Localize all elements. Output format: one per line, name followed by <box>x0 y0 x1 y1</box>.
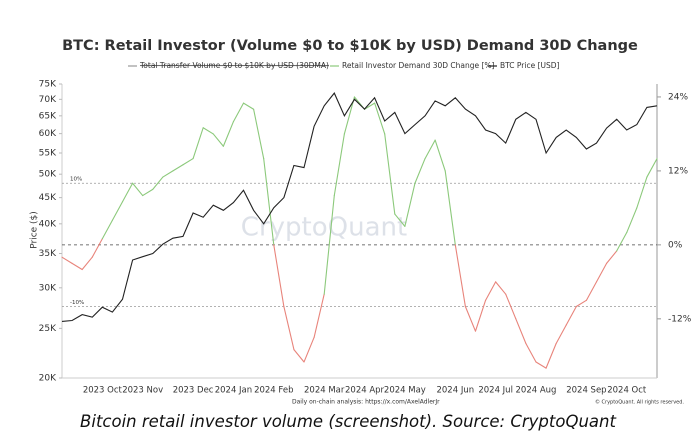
line-segment <box>565 305 577 326</box>
y-tick-label: 65K <box>39 111 57 121</box>
line-segment <box>91 238 103 258</box>
line-segment <box>535 361 547 369</box>
line-segment <box>525 342 537 363</box>
line-segment <box>313 293 325 338</box>
line-segment <box>474 299 487 332</box>
y-axis-label: Price ($) <box>30 211 40 249</box>
y2-tick-label: -12% <box>668 314 692 324</box>
footer-right: © CryptoQuant. All rights reserved. <box>595 399 684 406</box>
x-tick-label: 2024 Oct <box>607 386 647 396</box>
line-segment <box>111 201 124 221</box>
line-segment <box>434 139 446 172</box>
y-tick-label: 25K <box>39 324 57 334</box>
line-segment <box>172 164 184 172</box>
x-tick-label: 2024 Aug <box>516 386 557 396</box>
line-segment <box>283 305 295 351</box>
line-segment <box>263 158 275 246</box>
line-segment <box>585 281 598 301</box>
chart: BTC: Retail Investor (Volume $0 to $10K … <box>30 38 692 406</box>
line-segment <box>424 139 436 160</box>
line-segment <box>152 176 164 190</box>
line-segment <box>212 133 224 147</box>
line-segment <box>515 318 527 345</box>
line-segment <box>363 102 376 110</box>
line-segment <box>636 176 648 209</box>
line-segment <box>293 349 305 363</box>
line-segment <box>414 158 426 184</box>
line-segment <box>232 102 245 123</box>
footer-left: Daily on-chain analysis: https://x.com/A… <box>292 399 440 406</box>
line-segment <box>162 170 174 178</box>
line-segment <box>182 158 194 166</box>
line-segment <box>626 207 638 234</box>
y-tick-label: 75K <box>39 80 57 90</box>
line-segment <box>333 133 345 197</box>
line-segment <box>646 158 658 178</box>
y2-tick-label: 0% <box>668 240 683 250</box>
y-tick-label: 50K <box>39 170 57 180</box>
x-tick-label: 2023 Nov <box>122 386 163 396</box>
line-segment <box>81 256 93 271</box>
line-segment <box>495 281 507 295</box>
y-tick-label: 30K <box>39 283 57 293</box>
y-tick-label: 40K <box>39 219 57 229</box>
line-segment <box>71 262 83 271</box>
line-segment <box>61 256 73 264</box>
chart-title: BTC: Retail Investor (Volume $0 to $10K … <box>62 38 638 54</box>
legend-label: BTC Price [USD] <box>500 61 560 70</box>
line-segment <box>485 281 497 301</box>
price-line <box>61 92 658 322</box>
legend-label: Retail Investor Demand 30D Change [%] <box>342 61 495 70</box>
line-segment <box>142 188 154 197</box>
reference-label: -10% <box>70 300 84 306</box>
x-tick-label: 2023 Oct <box>83 386 123 396</box>
x-tick-label: 2024 May <box>384 386 426 396</box>
y-tick-label: 45K <box>39 193 57 203</box>
line-segment <box>555 324 567 345</box>
x-tick-label: 2024 Apr <box>345 386 385 396</box>
line-segment <box>323 195 335 295</box>
y-tick-label: 20K <box>39 374 57 384</box>
line-segment <box>132 182 144 197</box>
line-segment <box>454 244 466 308</box>
y-tick-label: 60K <box>39 129 57 139</box>
watermark: CryptoQuant <box>241 213 407 243</box>
line-segment <box>253 108 265 160</box>
y-tick-label: 35K <box>39 249 57 259</box>
y2-tick-label: 24% <box>668 92 688 102</box>
line-segment <box>374 102 386 135</box>
y-tick-label: 55K <box>39 148 57 158</box>
line-segment <box>242 102 255 110</box>
line-segment <box>192 127 204 160</box>
line-segment <box>444 170 456 246</box>
reference-label: 10% <box>70 177 82 183</box>
line-segment <box>404 182 416 227</box>
x-tick-label: 2024 Jun <box>436 386 474 396</box>
line-segment <box>464 305 477 332</box>
x-tick-label: 2024 Mar <box>304 386 345 396</box>
x-tick-label: 2023 Dec <box>173 386 214 396</box>
line-segment <box>505 293 517 320</box>
caption: Bitcoin retail investor volume (screensh… <box>80 412 616 431</box>
y2-tick-label: 12% <box>668 166 688 176</box>
legend-label: Total Transfer Volume $0 to $10K by USD … <box>139 61 329 70</box>
line-segment <box>616 231 628 252</box>
line-segment <box>575 299 587 308</box>
line-segment <box>384 133 396 215</box>
y-tick-label: 70K <box>39 95 57 105</box>
line-segment <box>545 342 557 369</box>
line-segment <box>303 336 315 363</box>
line-segment <box>595 262 608 283</box>
x-tick-label: 2024 Jul <box>478 386 513 396</box>
line-segment <box>202 127 214 135</box>
x-tick-label: 2024 Feb <box>254 386 293 396</box>
line-segment <box>222 121 234 147</box>
x-tick-label: 2024 Sep <box>566 386 606 396</box>
line-segment <box>121 182 134 203</box>
line-segment <box>394 213 406 227</box>
line-segment <box>273 244 285 308</box>
x-tick-label: 2024 Jan <box>215 386 252 396</box>
line-segment <box>101 219 113 240</box>
line-segment <box>606 250 618 264</box>
